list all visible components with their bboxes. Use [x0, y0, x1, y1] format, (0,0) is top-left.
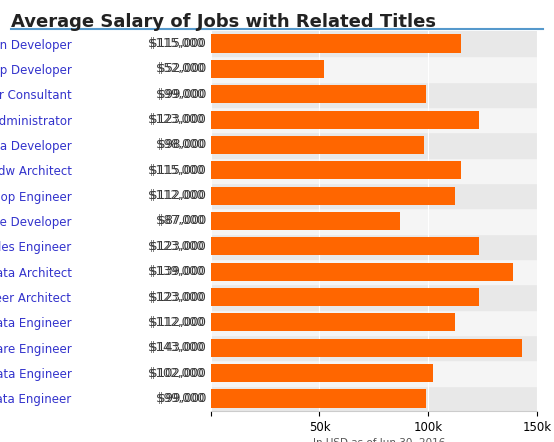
- Text: $112,000: $112,000: [148, 189, 204, 202]
- Bar: [211, 56, 537, 82]
- Text: $139,000: $139,000: [151, 265, 206, 278]
- Bar: [211, 234, 537, 259]
- Bar: [211, 335, 537, 360]
- Text: $115,000: $115,000: [148, 37, 204, 50]
- Text: $123,000: $123,000: [148, 113, 204, 126]
- Text: $112,000: $112,000: [148, 316, 204, 329]
- Bar: [211, 339, 522, 357]
- Bar: [211, 110, 479, 129]
- Bar: [211, 288, 479, 306]
- Text: $115,000: $115,000: [151, 164, 206, 177]
- Bar: [211, 34, 461, 53]
- Text: $52,000: $52,000: [158, 62, 206, 76]
- Text: $87,000: $87,000: [156, 214, 204, 228]
- Bar: [211, 136, 424, 154]
- Text: $98,000: $98,000: [158, 138, 206, 152]
- Bar: [211, 313, 455, 332]
- Bar: [211, 132, 537, 158]
- Text: $139,000: $139,000: [148, 265, 204, 278]
- Bar: [211, 263, 514, 281]
- Bar: [211, 208, 537, 234]
- Bar: [211, 183, 537, 208]
- Text: $99,000: $99,000: [158, 88, 206, 101]
- Text: $112,000: $112,000: [150, 189, 206, 202]
- Bar: [211, 187, 455, 205]
- Text: $99,000: $99,000: [156, 88, 204, 101]
- Bar: [211, 161, 461, 179]
- Text: $99,000: $99,000: [158, 392, 206, 405]
- Bar: [211, 85, 426, 103]
- Text: $102,000: $102,000: [148, 366, 204, 380]
- Text: $102,000: $102,000: [151, 366, 206, 380]
- Text: $52,000: $52,000: [156, 62, 204, 76]
- Bar: [211, 310, 537, 335]
- Bar: [211, 259, 537, 284]
- Bar: [211, 364, 433, 382]
- Bar: [211, 82, 537, 107]
- Bar: [211, 237, 479, 255]
- Text: $115,000: $115,000: [148, 164, 204, 177]
- Bar: [211, 389, 426, 408]
- Bar: [211, 284, 537, 310]
- Text: $123,000: $123,000: [151, 113, 206, 126]
- Text: $123,000: $123,000: [151, 240, 206, 253]
- Text: $115,000: $115,000: [151, 37, 206, 50]
- Text: Average Salary of Jobs with Related Titles: Average Salary of Jobs with Related Titl…: [11, 13, 436, 31]
- Text: $143,000: $143,000: [151, 341, 206, 354]
- Text: $112,000: $112,000: [150, 316, 206, 329]
- Bar: [211, 31, 537, 56]
- Bar: [211, 60, 324, 78]
- Bar: [211, 107, 537, 132]
- Text: $99,000: $99,000: [156, 392, 204, 405]
- Text: $87,000: $87,000: [158, 214, 206, 228]
- Bar: [211, 386, 537, 411]
- Bar: [211, 212, 400, 230]
- Bar: [211, 158, 537, 183]
- Text: $123,000: $123,000: [148, 290, 204, 304]
- X-axis label: In USD as of Jun 30, 2016: In USD as of Jun 30, 2016: [314, 438, 446, 442]
- Text: $123,000: $123,000: [151, 290, 206, 304]
- Bar: [211, 360, 537, 386]
- Text: $98,000: $98,000: [156, 138, 204, 152]
- Text: $123,000: $123,000: [148, 240, 204, 253]
- Text: $143,000: $143,000: [148, 341, 204, 354]
